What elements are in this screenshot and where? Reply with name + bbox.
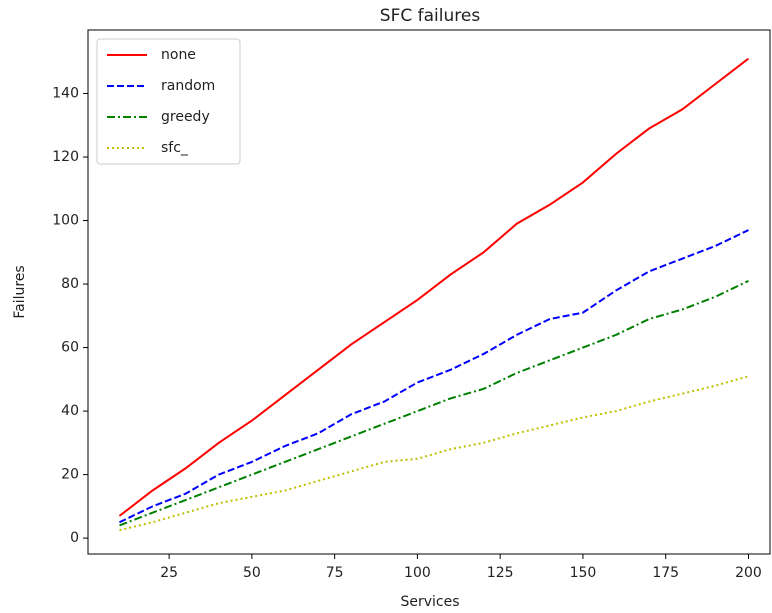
y-tick-label: 0 [70, 530, 79, 546]
x-tick-label: 100 [404, 565, 431, 581]
y-tick-label: 60 [61, 340, 79, 356]
y-tick-label: 140 [52, 86, 79, 102]
legend-label: greedy [161, 109, 210, 125]
x-axis-label: Services [400, 594, 459, 610]
x-tick-label: 75 [326, 565, 344, 581]
x-tick-label: 150 [570, 565, 597, 581]
y-tick-label: 40 [61, 403, 79, 419]
y-tick-label: 20 [61, 467, 79, 483]
legend-label: none [161, 47, 196, 63]
x-tick-label: 25 [160, 565, 178, 581]
x-tick-label: 175 [652, 565, 679, 581]
x-tick-label: 200 [735, 565, 762, 581]
y-tick-label: 80 [61, 276, 79, 292]
y-axis-label: Failures [12, 265, 28, 318]
y-tick-label: 100 [52, 213, 79, 229]
x-tick-label: 125 [487, 565, 514, 581]
plot-frame [87, 29, 771, 555]
y-tick-label: 120 [52, 149, 79, 165]
legend-label: random [161, 78, 215, 94]
line-series [119, 375, 749, 532]
chart-title: SFC failures [380, 6, 481, 26]
line-series [119, 279, 749, 527]
legend-label: sfc_ [161, 140, 189, 156]
x-tick-label: 50 [243, 565, 261, 581]
line-series [119, 229, 749, 524]
line-series [118, 57, 750, 517]
legend-box [96, 38, 241, 165]
